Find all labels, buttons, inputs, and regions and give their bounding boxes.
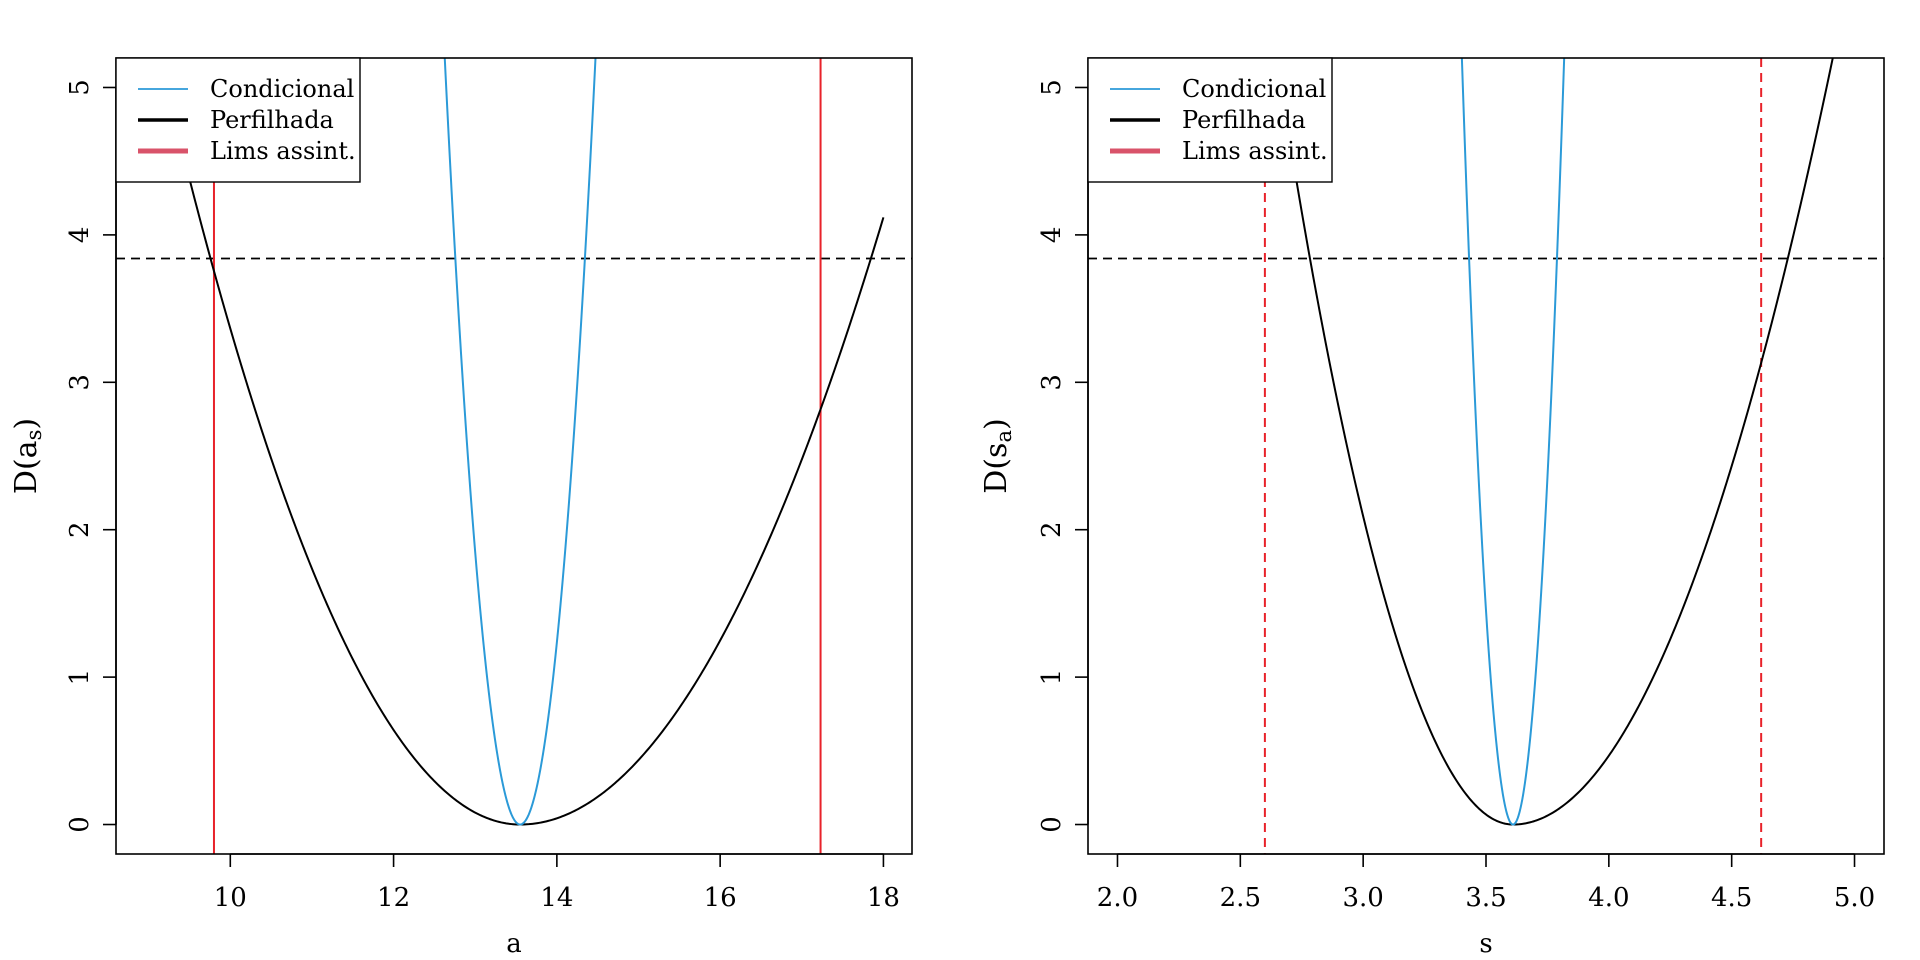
y-tick-label: 2: [1037, 521, 1067, 538]
series-perfilhada: [180, 146, 885, 826]
series-perfilhada: [1275, 58, 1834, 826]
legend-label-lims-assint: Lims assint.: [210, 137, 356, 165]
y-axis-label: D(sa): [979, 418, 1016, 493]
legend-label-perfilhada: Perfilhada: [1182, 106, 1306, 134]
y-tick-label: 3: [65, 374, 95, 391]
legend-box: [1087, 57, 1333, 183]
x-tick-label: 10: [214, 883, 247, 913]
x-tick-label: 2.0: [1097, 883, 1138, 913]
y-tick-label: 1: [1037, 669, 1067, 686]
x-tick-label: 3.5: [1465, 883, 1506, 913]
x-tick-label: 4.5: [1711, 883, 1752, 913]
series-condicional: [1460, 58, 1566, 826]
x-axis: 10 12 14 16 18: [214, 853, 900, 913]
y-tick-label: 5: [1037, 79, 1067, 96]
legend: Condicional Perfilhada Lims assint.: [115, 57, 361, 183]
x-tick-label: 2.5: [1220, 883, 1261, 913]
legend: Condicional Perfilhada Lims assint.: [1087, 57, 1333, 183]
x-axis-label: a: [506, 929, 522, 959]
y-axis-label-subscript: s: [22, 430, 46, 441]
y-tick-label: 4: [65, 227, 95, 244]
x-tick-label: 4.0: [1588, 883, 1629, 913]
y-axis: 0 1 2 3 4 5: [1037, 79, 1089, 833]
x-axis-label: s: [1479, 929, 1492, 959]
series-condicional: [443, 58, 597, 826]
x-tick-label: 3.0: [1342, 883, 1383, 913]
panel-s: 2.0 2.5 3.0 3.5 4.0 4.5 5.0 0 1 2 3 4 5 s D(sa) Con…: [979, 57, 1885, 959]
y-tick-label: 0: [1037, 816, 1067, 833]
y-tick-label: 1: [65, 669, 95, 686]
y-axis-label-subscript: a: [992, 430, 1016, 443]
y-tick-label: 0: [65, 816, 95, 833]
legend-label-condicional: Condicional: [1182, 75, 1326, 103]
legend-label-perfilhada: Perfilhada: [210, 106, 334, 134]
y-axis: 0 1 2 3 4 5: [65, 79, 117, 833]
x-tick-label: 12: [377, 883, 410, 913]
y-axis-label: D(as): [9, 418, 46, 494]
y-tick-label: 3: [1037, 374, 1067, 391]
y-tick-label: 2: [65, 521, 95, 538]
y-tick-label: 5: [65, 79, 95, 96]
x-axis: 2.0 2.5 3.0 3.5 4.0 4.5 5.0: [1097, 853, 1875, 913]
y-tick-label: 4: [1037, 227, 1067, 244]
x-tick-label: 18: [867, 883, 900, 913]
x-tick-label: 14: [540, 883, 573, 913]
x-tick-label: 16: [704, 883, 737, 913]
x-tick-label: 5.0: [1834, 883, 1875, 913]
legend-label-condicional: Condicional: [210, 75, 354, 103]
legend-label-lims-assint: Lims assint.: [1182, 137, 1328, 165]
